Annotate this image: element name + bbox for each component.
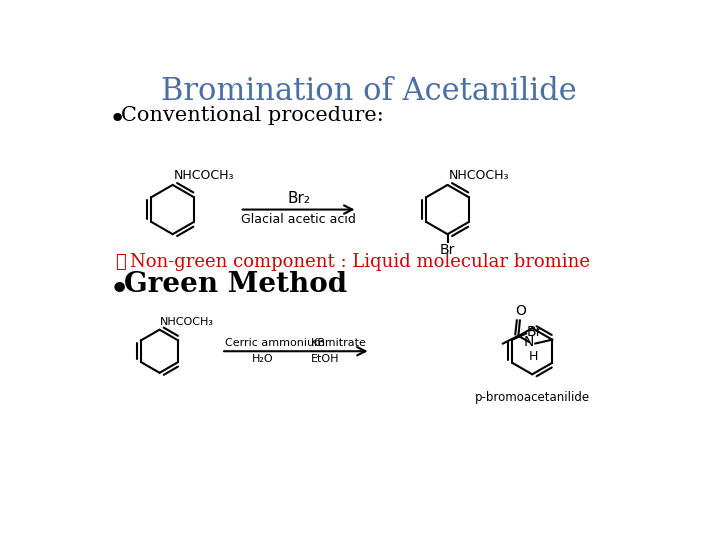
Text: Non-green component : Liquid molecular bromine: Non-green component : Liquid molecular b… bbox=[130, 253, 590, 271]
Text: KBr: KBr bbox=[311, 338, 330, 348]
Text: NHCOCH₃: NHCOCH₃ bbox=[174, 169, 235, 182]
Text: O: O bbox=[516, 304, 526, 318]
Text: H: H bbox=[529, 350, 539, 363]
Text: Green Method: Green Method bbox=[124, 271, 347, 298]
Text: N: N bbox=[523, 335, 534, 349]
Text: Glacial acetic acid: Glacial acetic acid bbox=[241, 213, 356, 226]
Text: H₂O: H₂O bbox=[252, 354, 274, 364]
Text: Cerric ammonium nitrate: Cerric ammonium nitrate bbox=[225, 338, 366, 348]
Text: NHCOCH₃: NHCOCH₃ bbox=[161, 318, 215, 327]
Text: Br₂: Br₂ bbox=[287, 192, 310, 206]
Text: Conventional procedure:: Conventional procedure: bbox=[121, 106, 384, 125]
Text: •: • bbox=[109, 105, 126, 133]
Text: NHCOCH₃: NHCOCH₃ bbox=[449, 169, 510, 182]
Text: Bromination of Acetanilide: Bromination of Acetanilide bbox=[161, 76, 577, 107]
Text: p-bromoacetanilide: p-bromoacetanilide bbox=[474, 392, 590, 404]
Text: Br: Br bbox=[527, 325, 542, 339]
Text: ✓: ✓ bbox=[115, 253, 126, 271]
Text: •: • bbox=[109, 273, 130, 307]
Text: Br: Br bbox=[440, 244, 455, 258]
Text: EtOH: EtOH bbox=[311, 354, 340, 364]
